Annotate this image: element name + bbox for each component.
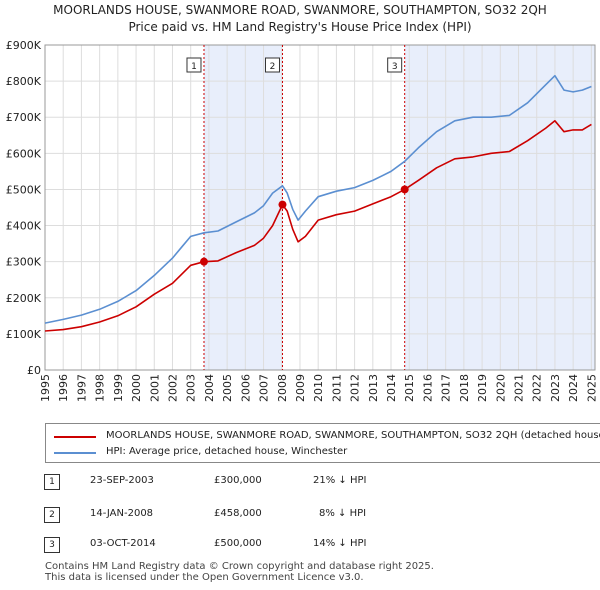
y-tick-label: £800K [6,75,42,88]
legend-item-hpi: HPI: Average price, detached house, Winc… [54,446,600,462]
x-tick-label: 2016 [421,374,434,402]
x-tick-label: 2012 [349,374,362,402]
x-tick-label: 2001 [148,374,161,402]
chart-subtitle: Price paid vs. HM Land Registry's House … [128,20,472,34]
y-tick-label: £600K [6,147,42,160]
legend-item-property: MOORLANDS HOUSE, SWANMORE ROAD, SWANMORE… [54,430,600,446]
annotation-box [186,57,202,73]
x-tick-label: 2023 [549,374,562,402]
x-tick-label: 2009 [294,374,307,402]
sale-marker-box: 2 [44,507,60,523]
legend: MOORLANDS HOUSE, SWANMORE ROAD, SWANMORE… [45,423,600,463]
x-tick-label: 2011 [330,374,343,402]
x-tick-label: 2021 [513,374,526,402]
chart-title: MOORLANDS HOUSE, SWANMORE ROAD, SWANMORE… [53,3,547,17]
x-tick-label: 2008 [276,374,289,402]
sale-date: 03-OCT-2014 [90,538,156,549]
series-line-property [44,120,592,332]
x-tick-label: 2019 [476,374,489,402]
x-tick-label: 2005 [221,374,234,402]
x-tick-label: 2002 [166,374,179,402]
x-tick-label: 2025 [585,374,598,402]
legend-swatch-property [54,436,96,438]
x-tick-label: 2006 [239,374,252,402]
x-tick-label: 1995 [39,374,52,402]
sale-marker-box: 1 [44,474,60,490]
y-tick-label: £0 [27,364,41,377]
x-tick-label: 2010 [312,374,325,402]
series-line-hpi [44,74,592,324]
annotation-box [387,57,403,73]
shaded-period [203,45,283,370]
y-tick-label: £100K [6,328,42,341]
x-tick-label: 2024 [567,374,580,402]
y-tick-label: £200K [6,292,42,305]
legend-label-hpi: HPI: Average price, detached house, Winc… [106,446,348,457]
x-tick-label: 2007 [258,374,271,402]
x-tick-label: 2017 [440,374,453,402]
sale-hpi-diff: 8% ↓ HPI [319,508,367,519]
y-tick-label: £700K [6,111,42,124]
footer-licence: This data is licensed under the Open Gov… [45,572,364,583]
annotation-label: 3 [392,62,398,72]
legend-label-property: MOORLANDS HOUSE, SWANMORE ROAD, SWANMORE… [106,430,600,441]
sale-hpi-diff: 21% ↓ HPI [313,475,367,486]
plot-border [44,44,596,371]
x-tick-label: 2004 [203,374,216,402]
sale-point [400,185,409,194]
x-tick-label: 1997 [75,374,88,402]
sale-point [278,200,287,209]
x-tick-label: 2013 [367,374,380,402]
x-tick-label: 2000 [130,374,143,402]
x-tick-label: 1999 [112,374,125,402]
sale-price: £500,000 [214,538,262,549]
x-tick-label: 2018 [458,374,471,402]
footer-notice: Contains HM Land Registry data © Crown c… [45,561,434,583]
y-tick-label: £500K [6,183,42,196]
sale-price: £300,000 [214,475,262,486]
sale-marker-box: 3 [44,537,60,553]
annotation-box [264,57,280,73]
x-tick-label: 2015 [403,374,416,402]
x-tick-label: 2014 [385,374,398,402]
sale-date: 23-SEP-2003 [90,475,154,486]
sale-point [199,257,208,266]
annotation-label: 2 [270,62,276,72]
price-chart: £0 £100K £200K £300K £400K £500K £600K £700K £80… [6,39,599,402]
annotation-label: 1 [191,62,197,72]
y-tick-label: £300K [6,256,42,269]
legend-swatch-hpi [54,452,96,454]
x-tick-label: 2022 [531,374,544,402]
y-tick-label: £400K [6,220,42,233]
footer-copyright: Contains HM Land Registry data © Crown c… [45,561,434,572]
x-tick-label: 2020 [494,374,507,402]
x-tick-label: 2003 [185,374,198,402]
y-tick-label: £900K [6,39,42,52]
x-tick-label: 1996 [57,374,70,402]
sale-price: £458,000 [214,508,262,519]
sale-date: 14-JAN-2008 [90,508,154,519]
sale-hpi-diff: 14% ↓ HPI [313,538,367,549]
x-tick-label: 1998 [94,374,107,402]
